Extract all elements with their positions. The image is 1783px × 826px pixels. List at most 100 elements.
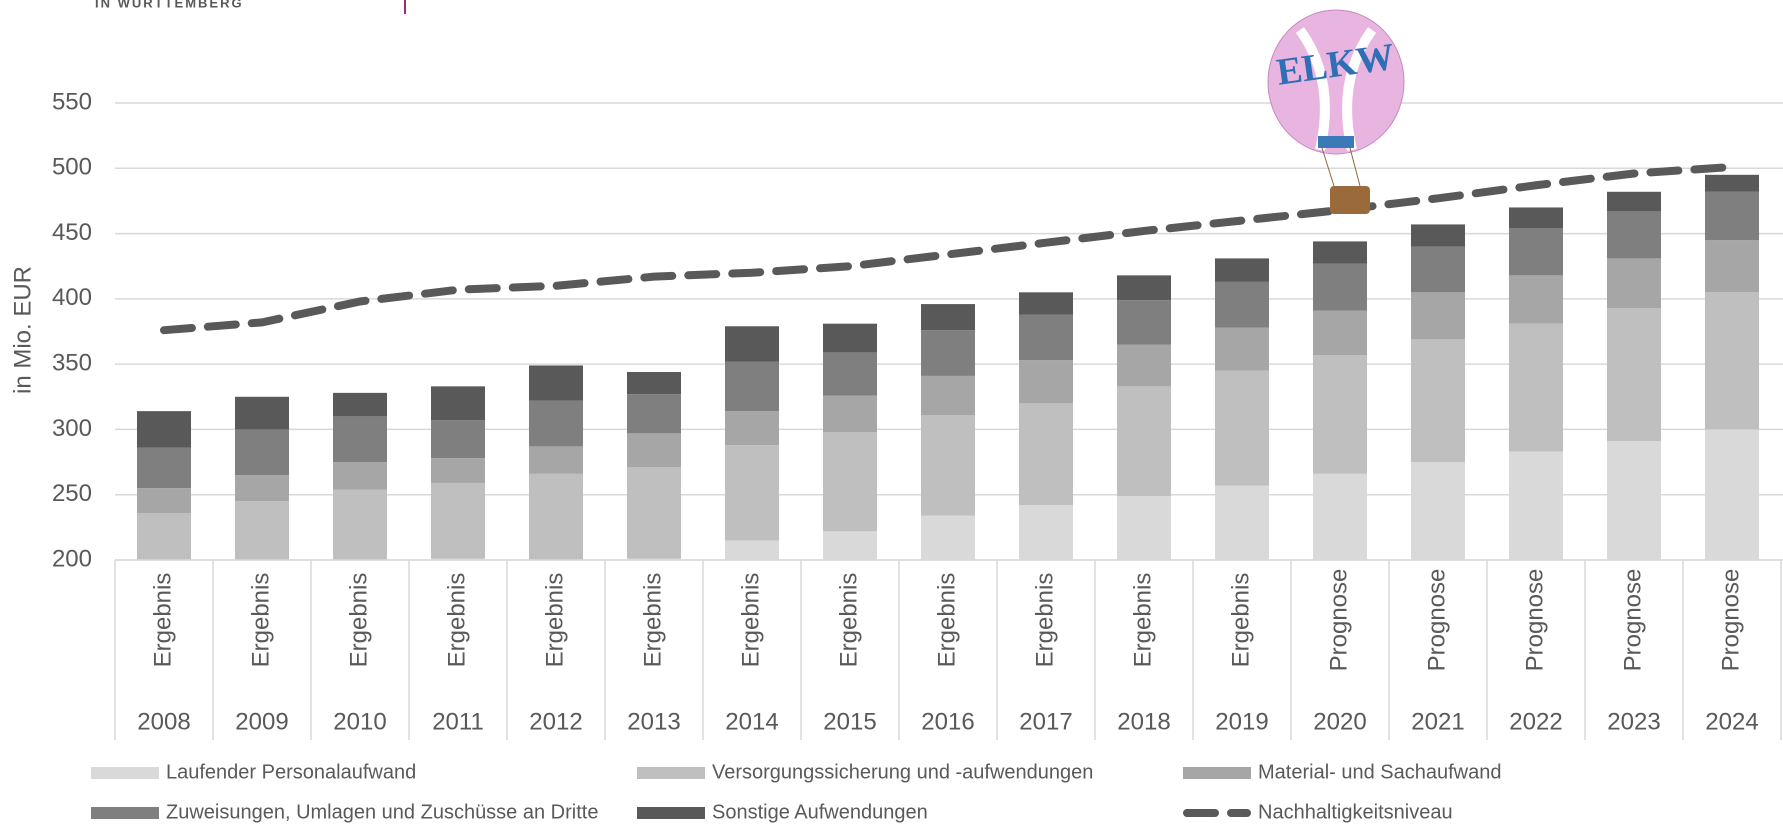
bar-segment [1019,505,1073,560]
bar-segment [1019,360,1073,404]
bar-segment [137,488,191,513]
bar-segment [1607,307,1661,442]
balloon: ELKW [1267,9,1405,214]
x-subcategory-label: Ergebnis [1129,573,1156,668]
bar-segment [1705,240,1759,293]
legend-swatch [91,767,159,779]
x-subcategory-label: Prognose [1325,569,1352,672]
legend-swatch [1183,767,1251,779]
bar-segment [137,411,191,448]
x-subcategory-label: Ergebnis [541,573,568,668]
bar-segment [431,482,485,559]
x-subcategory-label: Ergebnis [737,573,764,668]
bar-segment [1215,281,1269,328]
x-subcategory-label: Ergebnis [149,573,176,668]
bar-segment [431,420,485,459]
bar-segment [529,400,583,447]
x-subcategory-label: Ergebnis [933,573,960,668]
x-tick-label: 2022 [1509,708,1562,735]
y-tick-label: 250 [52,480,92,507]
x-tick-label: 2008 [137,708,190,735]
bar-segment [137,447,191,489]
x-subcategory-label: Prognose [1521,569,1548,672]
bar-segment [1313,473,1367,560]
bar-segment [1411,462,1465,560]
legend-label: Laufender Personalaufwand [166,761,416,783]
bar-segment [333,462,387,490]
x-tick-label: 2012 [529,708,582,735]
legend-label: Versorgungssicherung und -aufwendungen [712,761,1093,783]
bar-segment [823,352,877,396]
x-subcategory-label: Prognose [1423,569,1450,672]
bar-segment [1019,292,1073,315]
x-tick-label: 2019 [1215,708,1268,735]
bar-segment [235,429,289,476]
bar-segment [1117,344,1171,387]
bar-segment [1607,441,1661,560]
balloon-basket [1330,186,1370,214]
bar-segment [1411,339,1465,463]
x-tick-label: 2024 [1705,708,1758,735]
legend-label: Sonstige Aufwendungen [712,801,928,823]
bar-segment [1705,429,1759,560]
bar-segment [235,396,289,430]
x-subcategory-label: Ergebnis [1031,573,1058,668]
bar-segment [529,446,583,474]
x-subcategory-label: Prognose [1717,569,1744,672]
y-axis-title: in Mio. EUR [9,266,36,394]
bar-segment [1215,327,1269,371]
bar-segment [1313,355,1367,474]
bar-segment [823,531,877,560]
bar-segment [725,540,779,560]
bar-segment [137,512,191,560]
bar-segment [725,326,779,362]
bar-segment [333,416,387,463]
x-tick-label: 2015 [823,708,876,735]
x-subcategory-label: Ergebnis [443,573,470,668]
x-tick-label: 2013 [627,708,680,735]
legend-label: Nachhaltigkeitsniveau [1258,801,1453,823]
sustainability-line [160,162,1736,335]
legend-label: Material- und Sachaufwand [1258,761,1501,783]
bar-segment [725,411,779,446]
legend-swatch [637,767,705,779]
y-tick-label: 500 [52,154,92,181]
bar-segment [1509,207,1563,229]
balloon-stripes [1295,27,1377,152]
org-name: IN WÜRTTEMBERG [95,0,244,10]
bar-segment [1705,174,1759,192]
y-tick-label: 200 [52,545,92,572]
x-tick-label: 2014 [725,708,778,735]
bar-segment [1411,292,1465,340]
bar-segment [1509,228,1563,276]
y-tick-label: 550 [52,88,92,115]
bar-segment [529,473,583,560]
bar-segment [235,501,289,560]
bar-segment [823,432,877,532]
bar-segment [235,475,289,502]
bar-segment [1607,191,1661,212]
bar-segment [921,375,975,416]
balloon-ring [1318,136,1354,148]
bar-segment [1117,496,1171,560]
balloon-rope [1321,147,1335,187]
bar-segment [1313,263,1367,311]
bar-segment [1509,323,1563,452]
bar-segment [1509,275,1563,324]
bar-segment [1117,275,1171,301]
x-tick-label: 2017 [1019,708,1072,735]
bar-segment [921,515,975,560]
bar-segment [1313,241,1367,264]
x-tick-label: 2018 [1117,708,1170,735]
bar-segment [1117,386,1171,497]
bar-segment [921,415,975,516]
x-tick-label: 2016 [921,708,974,735]
x-subcategory-label: Ergebnis [835,573,862,668]
bar-segment [627,433,681,468]
x-subcategory-label: Ergebnis [345,573,372,668]
x-tick-label: 2011 [432,708,484,735]
bar-segment [1411,246,1465,293]
bar-segment [333,489,387,560]
bar-segment [1705,191,1759,241]
bar-segment [1607,258,1661,308]
